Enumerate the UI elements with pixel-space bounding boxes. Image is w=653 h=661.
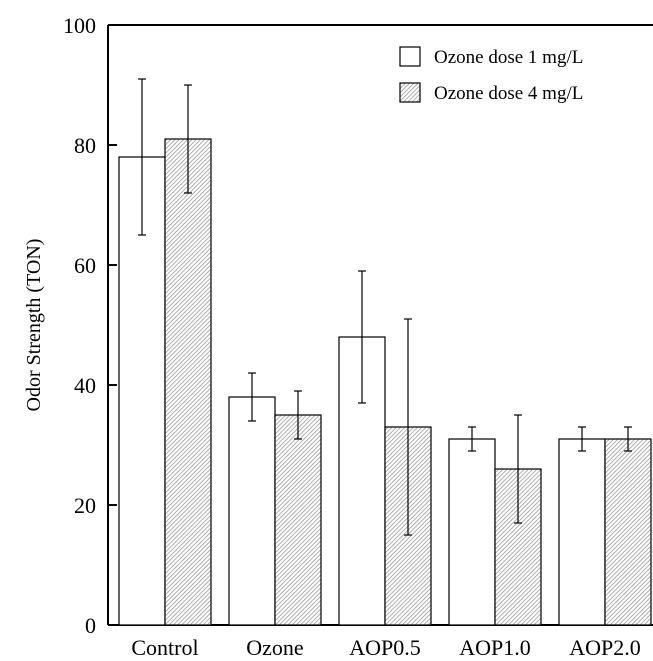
x-tick-label: AOP2.0 xyxy=(569,635,641,660)
bar-aop20-series1 xyxy=(558,438,606,626)
y-tick-label: 0 xyxy=(85,613,96,638)
bar-control-series2 xyxy=(164,138,212,626)
bar-ozone-series1 xyxy=(228,396,276,626)
x-tick-label: AOP1.0 xyxy=(459,635,531,660)
legend-label-series2: Ozone dose 4 mg/L xyxy=(434,83,583,104)
legend-swatch-series1 xyxy=(399,46,421,67)
labels-group: 0 20 40 60 80 100 Odor Strength (TON) Control Oz… xyxy=(23,13,641,660)
x-tick-label: Ozone xyxy=(246,635,303,660)
y-tick-label: 80 xyxy=(74,133,96,158)
y-tick-label: 20 xyxy=(74,493,96,518)
error-bars-group xyxy=(138,78,632,536)
x-tick-label: Control xyxy=(131,635,198,660)
x-tick-label: AOP0.5 xyxy=(349,635,421,660)
y-tick-label: 100 xyxy=(63,13,96,38)
legend-swatch-series2 xyxy=(399,82,421,103)
legend-label-series1: Ozone dose 1 mg/L xyxy=(434,47,583,68)
legend: Ozone dose 1 mg/L Ozone dose 4 mg/L xyxy=(399,46,583,104)
bar-aop10-series1 xyxy=(448,438,496,626)
y-tick-label: 40 xyxy=(74,373,96,398)
y-tick-label: 60 xyxy=(74,253,96,278)
bar-aop20-series2 xyxy=(604,438,652,626)
y-axis-title: Odor Strength (TON) xyxy=(23,239,45,412)
bar-ozone-series2 xyxy=(274,414,322,626)
bars-group xyxy=(118,138,652,626)
